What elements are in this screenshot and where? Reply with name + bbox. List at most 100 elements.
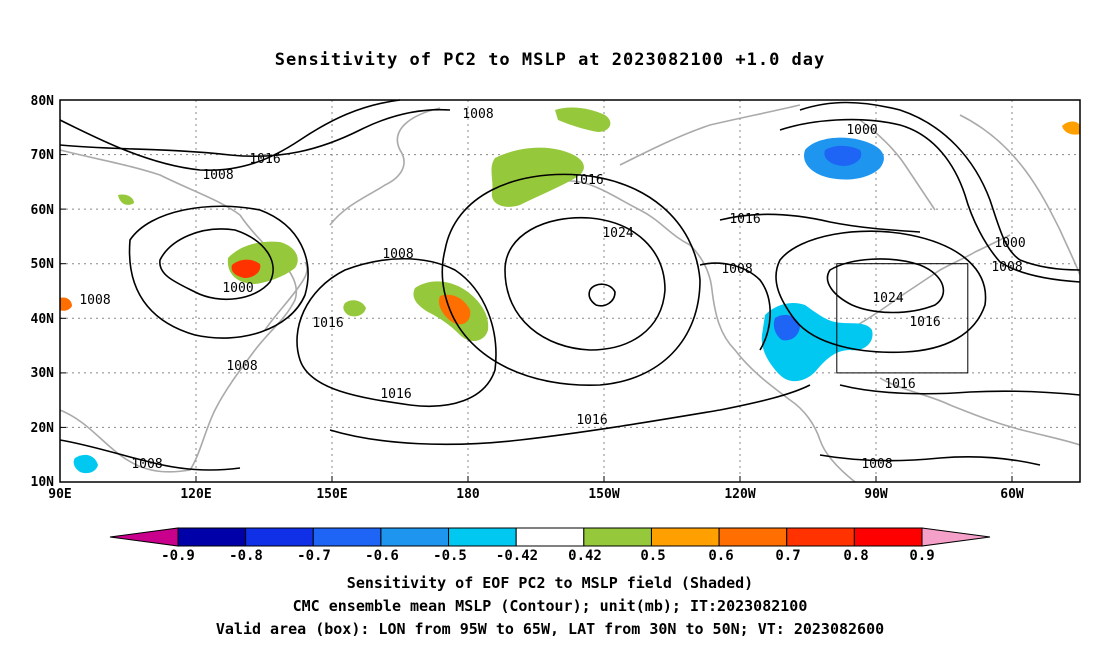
lat-label: 30N: [31, 366, 55, 381]
colorbar-cell: [380, 527, 450, 547]
negative-core-canada: [824, 145, 862, 166]
contour-1024-high: [504, 216, 666, 351]
colorbar-cells: [177, 527, 923, 547]
colorbar-cell: [718, 527, 788, 547]
colorbar-extend-right: [921, 527, 991, 547]
colorbar-label: 0.5: [640, 548, 665, 564]
map-border: [59, 99, 1081, 483]
colorbar-label: -0.42: [496, 548, 538, 564]
positive-area-small-pacific: [343, 300, 366, 317]
colorbar-cell: [448, 527, 517, 547]
colorbar-cell: [853, 527, 923, 547]
positive-area-greenland: [1062, 121, 1080, 135]
colorbar-label: 0.6: [708, 548, 733, 564]
positive-area-bering: [491, 147, 584, 207]
contour-label: 1016: [249, 152, 280, 167]
coastline-north-america-west: [519, 180, 856, 483]
contour-label: 1008: [79, 293, 110, 308]
lat-label: 10N: [31, 475, 55, 490]
coastline-caribbean: [879, 377, 1081, 446]
contour-label: 1008: [202, 168, 233, 183]
colorbar-cell: [245, 527, 314, 547]
contour-1008-tropical: [819, 454, 1041, 466]
coastline-japan: [264, 261, 308, 331]
axis-ticks: [60, 99, 1013, 482]
contour-label: 1016: [312, 316, 343, 331]
lat-label: 40N: [31, 312, 55, 327]
contour-1000-east: [799, 101, 1081, 271]
contour-label: 1008: [991, 260, 1022, 275]
colorbar-label: 0.8: [843, 548, 868, 564]
colorbar-cell: [650, 527, 720, 547]
lon-label: 150E: [316, 487, 347, 502]
contour-label: 1008: [226, 359, 257, 374]
contour-1008-low: [128, 205, 309, 339]
coastline-east-asia: [59, 149, 298, 473]
lat-label: 20N: [31, 421, 55, 436]
positive-area-arctic: [555, 107, 611, 132]
colorbar-cell: [583, 527, 652, 547]
lat-label: 60N: [31, 203, 55, 218]
contour-label: 1000: [846, 123, 877, 138]
contour-1000-low: [159, 228, 274, 301]
lat-label: 80N: [31, 94, 55, 109]
figure-title: Sensitivity of PC2 to MSLP at 2023082100…: [274, 50, 826, 70]
colorbar-label: 0.7: [775, 548, 800, 564]
negative-core-us: [773, 314, 800, 341]
lon-label: 120W: [724, 487, 755, 502]
contour-label: 1016: [572, 173, 603, 188]
contour-label: 1016: [884, 377, 915, 392]
colorbar-label: -0.8: [229, 548, 263, 564]
lon-label: 150W: [588, 487, 619, 502]
contour-label: 1008: [861, 457, 892, 472]
contour-1008-sw: [59, 439, 241, 471]
latitude-labels: 80N 70N 60N 50N 40N 30N 20N 10N: [31, 94, 55, 490]
colorbar-cell: [786, 527, 855, 547]
contour-label: 1000: [994, 236, 1025, 251]
lat-label: 50N: [31, 257, 55, 272]
contour-high-center: [588, 283, 616, 307]
positive-core-japan-sea: [231, 259, 261, 278]
colorbar-cell: [312, 527, 382, 547]
contour-1024-high-east: [826, 258, 945, 314]
contour-1016-south: [329, 384, 811, 446]
contour-label: 1000: [222, 281, 253, 296]
coastline-kamchatka: [329, 107, 441, 226]
colorbar-label: -0.5: [433, 548, 467, 564]
longitude-labels: 90E 120E 150E 180 150W 120W 90W 60W: [48, 487, 1024, 502]
contour-1008-west-us: [699, 262, 771, 351]
colorbar-labels: -0.9 -0.8 -0.7 -0.6 -0.5 -0.42 0.42 0.5 …: [161, 548, 935, 564]
caption-contour: CMC ensemble mean MSLP (Contour); unit(m…: [292, 597, 808, 615]
mslp-contours: [59, 99, 1081, 471]
coastline-hudson-bay: [859, 119, 936, 211]
contour-label: 1008: [462, 107, 493, 122]
colorbar: -0.9 -0.8 -0.7 -0.6 -0.5 -0.42 0.42 0.5 …: [109, 527, 991, 564]
contour-label: 1024: [872, 291, 903, 306]
map-panel: 1008 1016 1008 1000 1008 1016 1008 1016 …: [31, 94, 1081, 502]
contour-label: 1008: [131, 457, 162, 472]
lon-label: 180: [456, 487, 480, 502]
valid-area-box: [836, 263, 969, 374]
lat-label: 70N: [31, 148, 55, 163]
coastline-greenland: [959, 114, 1081, 276]
colorbar-label: 0.9: [909, 548, 934, 564]
positive-area-west-edge: [60, 297, 72, 311]
contour-label: 1024: [602, 226, 633, 241]
lon-label: 90E: [48, 487, 71, 502]
contour-1016-canada: [719, 213, 921, 233]
positive-area-asia: [118, 194, 134, 205]
contour-1016-high-east: [775, 230, 987, 354]
contour-label: 1016: [380, 387, 411, 402]
colorbar-label: -0.6: [365, 548, 399, 564]
contour-label: 1016: [909, 315, 940, 330]
caption-valid-area: Valid area (box): LON from 95W to 65W, L…: [215, 620, 885, 638]
contour-labels: 1008 1016 1008 1000 1008 1016 1008 1016 …: [79, 107, 1025, 472]
colorbar-extend-left: [109, 527, 179, 547]
contour-label: 1016: [729, 212, 760, 227]
lon-label: 90W: [864, 487, 888, 502]
contour-1016-high-outer: [441, 173, 701, 386]
contour-label: 1008: [721, 262, 752, 277]
colorbar-label: -0.9: [161, 548, 195, 564]
contour-1016-atlantic: [839, 384, 1081, 396]
